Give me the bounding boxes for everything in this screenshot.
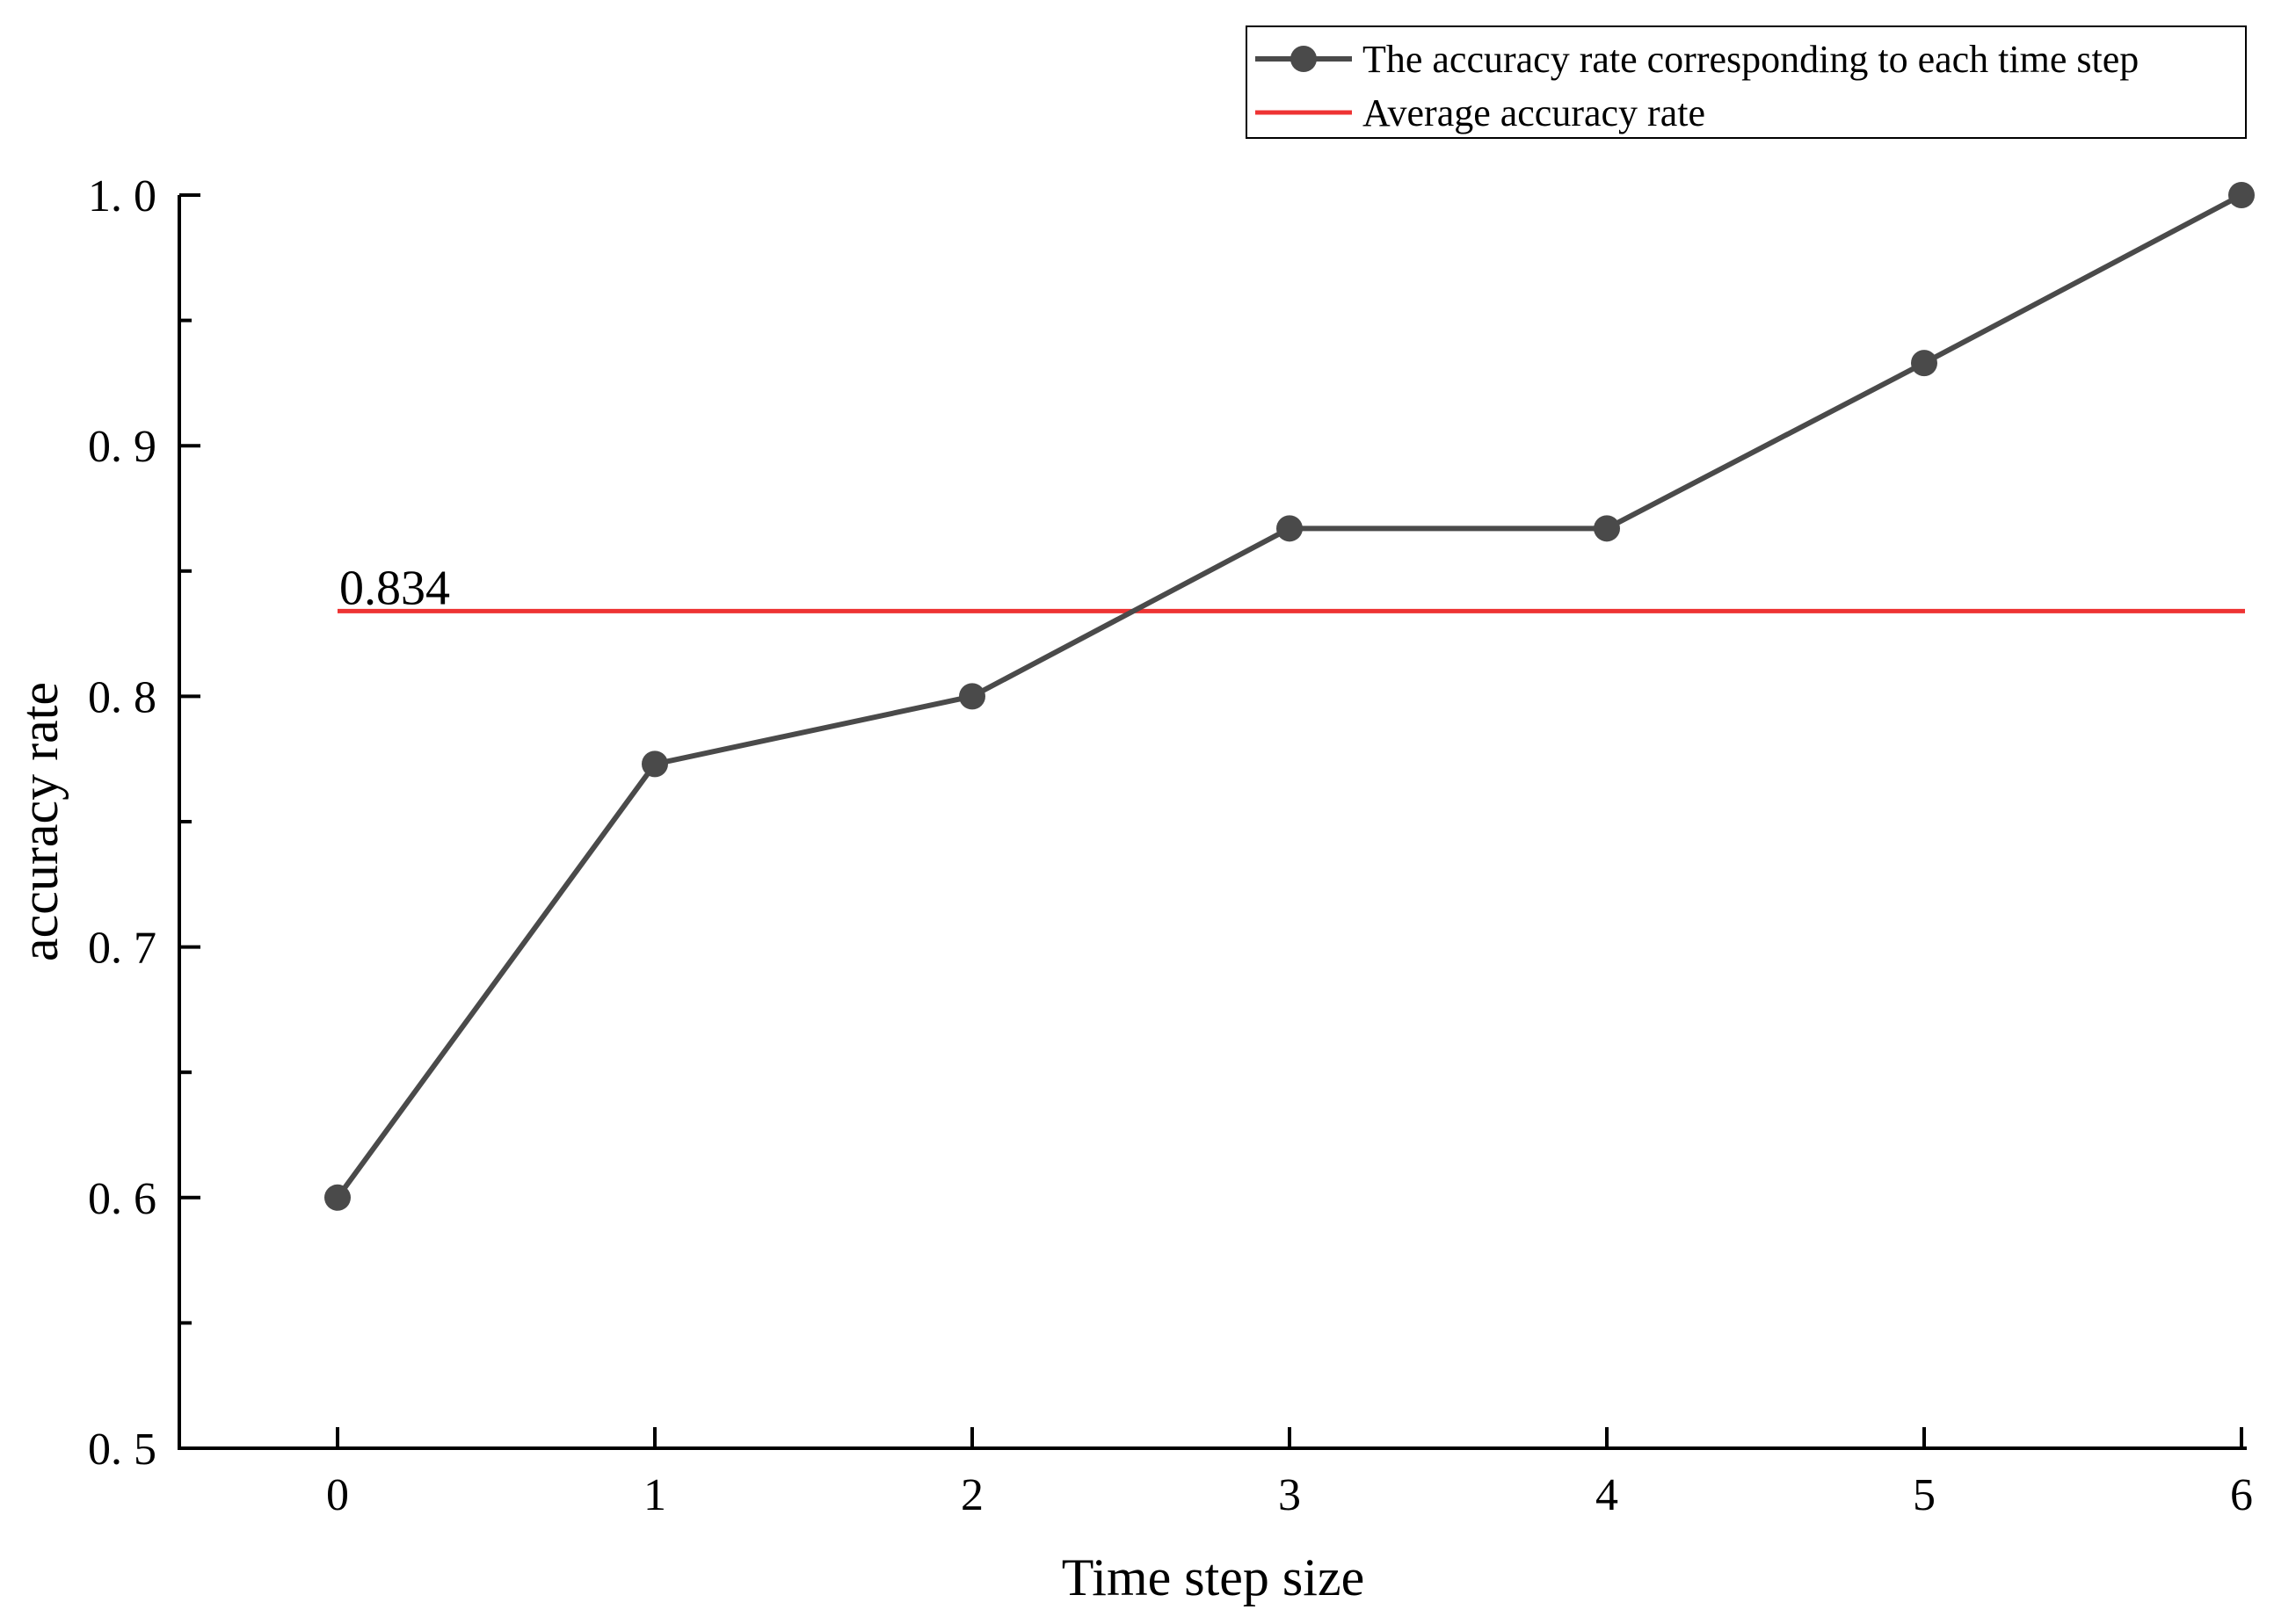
data-point (959, 683, 985, 710)
x-tick-label: 2 (961, 1470, 984, 1520)
x-tick-label: 1 (643, 1470, 666, 1520)
legend-series-label: The accuracy rate corresponding to each … (1362, 38, 2139, 81)
x-axis-title: Time step size (1062, 1548, 1364, 1606)
y-axis-title: accuracy rate (11, 682, 69, 961)
data-point (2228, 182, 2255, 208)
y-tick-label: 0. 9 (88, 422, 156, 472)
x-tick-label: 4 (1595, 1470, 1618, 1520)
y-tick-label: 0. 8 (88, 672, 156, 722)
data-point (324, 1184, 351, 1211)
data-point (1594, 515, 1620, 542)
y-tick-label: 0. 5 (88, 1425, 156, 1475)
legend-average-label: Average accuracy rate (1362, 91, 1705, 134)
legend-box (1246, 25, 2247, 139)
x-tick-label: 3 (1278, 1470, 1301, 1520)
data-point (1911, 350, 1937, 377)
x-tick-label: 0 (326, 1470, 349, 1520)
legend-series-marker (1290, 46, 1317, 72)
accuracy-series-line (335, 192, 2243, 1200)
x-ticks: 0 1 2 3 4 5 6 (326, 1427, 2253, 1520)
y-tick-label: 1. 0 (88, 171, 156, 221)
data-point (642, 750, 668, 778)
y-tick-label: 0. 7 (88, 924, 156, 974)
average-value-annotation: 0.834 (339, 561, 450, 615)
y-ticks: 0. 5 0. 6 0. 7 0. 8 0. 9 1. 0 (88, 171, 200, 1475)
data-point (1276, 515, 1303, 542)
legend: The accuracy rate corresponding to each … (1246, 25, 2247, 139)
x-tick-label: 5 (1913, 1470, 1936, 1520)
x-tick-label: 6 (2230, 1470, 2253, 1520)
accuracy-series-points (324, 182, 2255, 1211)
y-tick-label: 0. 6 (88, 1174, 156, 1224)
